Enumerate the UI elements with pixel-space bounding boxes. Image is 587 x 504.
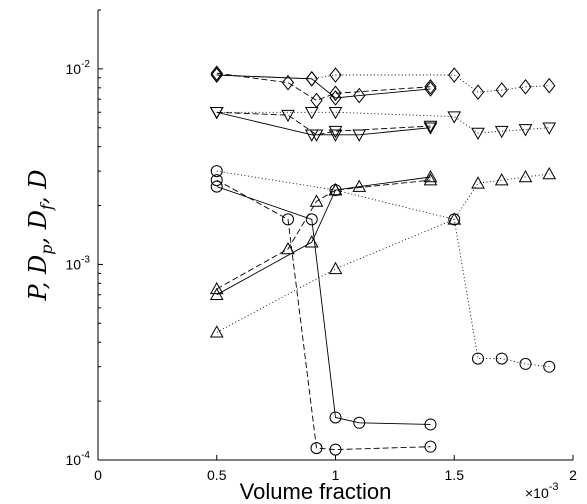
series-line	[216, 111, 431, 136]
x-tick-label: 1	[332, 467, 340, 483]
marker-triangle-up	[328, 183, 343, 196]
series-6	[210, 180, 437, 431]
marker-circle	[282, 213, 294, 226]
marker-diamond	[543, 77, 556, 94]
marker-triangle-up	[471, 176, 485, 189]
marker-diamond	[424, 81, 437, 97]
series-1	[210, 65, 437, 109]
series-3	[209, 106, 438, 142]
marker-triangle-down	[518, 124, 533, 137]
axes	[97, 10, 573, 461]
x-axis-multiplier: ×10-3	[525, 481, 559, 501]
marker-triangle-up	[209, 325, 224, 338]
marker-diamond	[471, 84, 485, 100]
marker-triangle-down	[494, 125, 509, 139]
marker-triangle-up	[542, 166, 557, 180]
marker-triangle-up	[304, 235, 319, 248]
series-9	[209, 169, 438, 301]
series-10	[209, 173, 438, 295]
marker-triangle-down	[328, 106, 343, 120]
x-tick-label: 2	[569, 467, 577, 483]
marker-triangle-up	[518, 169, 533, 183]
marker-triangle-down	[328, 129, 343, 142]
marker-triangle-up	[281, 241, 295, 255]
marker-diamond	[353, 87, 366, 104]
series-line	[216, 72, 431, 101]
marker-triangle-down	[542, 122, 557, 135]
marker-circle	[495, 352, 508, 365]
series-line	[216, 111, 550, 134]
series-0	[210, 67, 437, 106]
y-tick-label: 10-3	[66, 254, 91, 272]
marker-circle	[424, 418, 437, 431]
marker-triangle-up	[209, 281, 224, 295]
series-4	[209, 106, 438, 142]
series-line	[216, 179, 431, 290]
marker-triangle-up	[328, 261, 343, 275]
marker-circle	[543, 360, 556, 373]
x-axis-label: Volume fraction	[240, 479, 392, 504]
marker-diamond	[281, 74, 295, 91]
series-line	[216, 186, 431, 425]
series-line	[216, 179, 431, 451]
marker-circle	[519, 357, 532, 370]
x-tick-label: 1.5	[445, 467, 465, 483]
marker-diamond	[448, 67, 461, 83]
marker-triangle-down	[423, 122, 438, 135]
marker-triangle-down	[304, 106, 319, 120]
marker-triangle-down	[447, 111, 462, 124]
series-line	[216, 74, 431, 99]
y-tick-label: 10-2	[66, 59, 91, 77]
marker-diamond	[329, 85, 342, 102]
series-line	[216, 173, 550, 333]
series-7	[210, 174, 437, 456]
marker-circle	[353, 416, 366, 429]
ticks: 0 0.5 1 1.5 2 10-4 10-3 10-2	[66, 9, 577, 483]
marker-triangle-down	[328, 125, 343, 139]
marker-triangle-down	[423, 120, 438, 134]
y-tick-label: 10-4	[66, 450, 91, 468]
marker-diamond	[519, 78, 532, 95]
marker-circle	[472, 352, 484, 365]
marker-diamond	[305, 70, 318, 87]
marker-triangle-up	[447, 212, 462, 225]
marker-circle	[210, 174, 223, 187]
marker-diamond	[495, 82, 508, 98]
marker-triangle-up	[423, 173, 438, 186]
series-5	[209, 106, 557, 141]
marker-triangle-up	[309, 194, 324, 207]
marker-diamond	[424, 78, 437, 95]
series-11	[209, 166, 557, 338]
marker-diamond	[329, 67, 342, 83]
series-line	[216, 111, 431, 136]
marker-diamond	[210, 65, 223, 82]
series-layer	[209, 65, 557, 456]
marker-triangle-up	[352, 179, 367, 192]
marker-triangle-down	[471, 127, 485, 141]
marker-circle	[329, 411, 342, 424]
marker-circle	[210, 180, 223, 193]
marker-triangle-down	[352, 129, 367, 142]
series-2	[210, 67, 556, 100]
series-line	[216, 74, 550, 93]
series-line	[216, 170, 550, 368]
marker-diamond	[310, 92, 323, 109]
marker-triangle-down	[209, 106, 224, 120]
series-line	[216, 176, 431, 296]
marker-circle	[310, 442, 323, 455]
marker-circle	[305, 213, 318, 226]
marker-triangle-down	[309, 129, 324, 142]
x-tick-label: 0	[94, 467, 102, 483]
y-axis-label: P, Dp, Df, D	[24, 169, 56, 301]
marker-triangle-up	[423, 169, 438, 183]
marker-triangle-up	[494, 173, 509, 186]
marker-triangle-down	[281, 109, 295, 123]
marker-diamond	[210, 67, 223, 83]
marker-circle	[210, 165, 223, 178]
marker-circle	[424, 440, 437, 453]
x-tick-label: 0.5	[207, 467, 227, 483]
